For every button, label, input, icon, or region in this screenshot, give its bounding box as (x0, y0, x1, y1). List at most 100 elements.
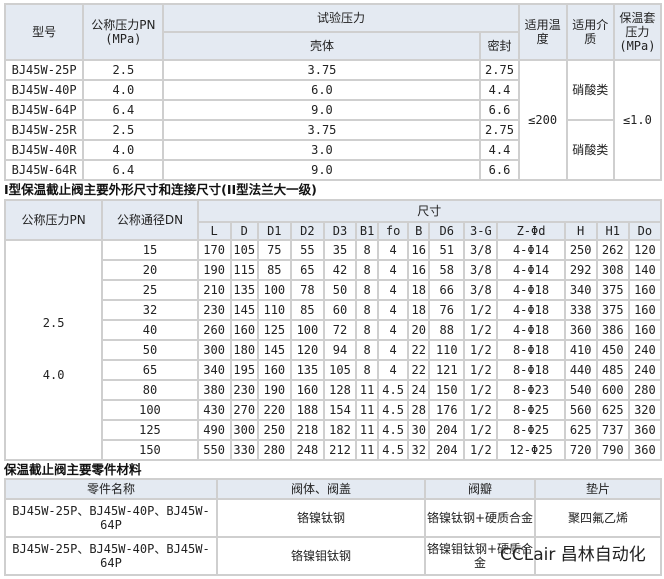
cell-b: 18 (409, 281, 429, 299)
materials-table: 零件名称 阀体、阀盖 阀瓣 垫片 BJ45W-25P、BJ45W-40P、BJ45W-6… (4, 478, 662, 576)
cell-d1: 145 (258, 341, 290, 359)
cell-part-name: BJ45W-25P、BJ45W-40P、BJ45W-64P (6, 538, 216, 574)
cell-fo: 4 (379, 301, 408, 319)
cell-shell: 3.0 (164, 141, 480, 159)
cell-d: 105 (231, 241, 257, 259)
cell-d3: 212 (324, 441, 356, 459)
cell-z-φd: 4-Φ18 (498, 321, 564, 339)
table-row: 100 430 270 220 188 154 11 4.5 28 176 1/2 8-Φ25 560 6… (6, 401, 660, 419)
cell-fo: 4.5 (379, 381, 408, 399)
cell-pn: 4.0 (84, 81, 163, 99)
header-jacket-label: 保温套压力 (619, 11, 656, 39)
cell-3-g: 1/2 (465, 421, 497, 439)
cell-d6: 204 (430, 421, 464, 439)
cell-d3: 154 (324, 401, 356, 419)
cell-do: 160 (629, 281, 660, 299)
cell-3-g: 3/8 (465, 261, 497, 279)
cell-dn: 50 (103, 341, 197, 359)
cell-disc-material: 铬镍钼钛钢+硬质合金 (426, 538, 534, 574)
watermark-logo: CCLair 昌林自动化 (500, 545, 646, 565)
cell-model: BJ45W-40R (6, 141, 83, 159)
cell-d3: 50 (324, 281, 356, 299)
table-row: 125 490 300 250 218 182 11 4.5 30 204 1/2 8-Φ25 625 7… (6, 421, 660, 439)
cell-l: 380 (198, 381, 230, 399)
pressure-table: 型号 公称压力PN (MPa) 试验压力 适用温度 适用介质 保温套压力 (MPa)… (4, 3, 662, 181)
cell-pn: 2.5 (84, 61, 163, 79)
cell-body-material: 铬镍钼钛钢 (218, 538, 424, 574)
cell-d3: 105 (324, 361, 356, 379)
cell-h: 560 (565, 401, 596, 419)
cell-d2: 65 (291, 261, 323, 279)
table-row: 40 260 160 125 100 72 8 4 20 88 1/2 4-Φ18 360 386 160 (6, 321, 660, 339)
cell-dn: 40 (103, 321, 197, 339)
cell-z-φd: 8-Φ25 (498, 401, 564, 419)
cell-b: 22 (409, 361, 429, 379)
cell-l: 550 (198, 441, 230, 459)
cell-d: 195 (231, 361, 257, 379)
cell-l: 300 (198, 341, 230, 359)
cell-h: 410 (565, 341, 596, 359)
header-col-d6: D6 (430, 223, 464, 239)
cell-disc-material: 铬镍钛钢+硬质合金 (426, 500, 534, 536)
cell-seal: 6.6 (481, 161, 518, 179)
header-col-z-φd: Z-Φd (498, 223, 564, 239)
cell-dn: 32 (103, 301, 197, 319)
header-col-do: Do (629, 223, 660, 239)
cell-dn: 20 (103, 261, 197, 279)
cell-b1: 8 (357, 281, 378, 299)
cell-model: BJ45W-25P (6, 61, 83, 79)
cell-b: 18 (409, 301, 429, 319)
cell-temp: ≤200 (519, 61, 566, 179)
cell-seal: 4.4 (481, 141, 518, 159)
header-col-l: L (198, 223, 230, 239)
header-model: 型号 (6, 5, 83, 59)
cell-d: 330 (231, 441, 257, 459)
cell-jacket: ≤1.0 (614, 61, 660, 179)
cell-d2: 248 (291, 441, 323, 459)
cell-d1: 220 (258, 401, 290, 419)
cell-h1: 485 (597, 361, 628, 379)
cell-d: 160 (231, 321, 257, 339)
cell-b: 16 (409, 261, 429, 279)
cell-d1: 190 (258, 381, 290, 399)
cell-l: 260 (198, 321, 230, 339)
cell-fo: 4 (379, 321, 408, 339)
cell-z-φd: 8-Φ25 (498, 421, 564, 439)
cell-d3: 60 (324, 301, 356, 319)
cell-z-φd: 4-Φ14 (498, 241, 564, 259)
cell-b1: 8 (357, 261, 378, 279)
cell-3-g: 1/2 (465, 321, 497, 339)
cell-d2: 218 (291, 421, 323, 439)
cell-d1: 125 (258, 321, 290, 339)
cell-h1: 386 (597, 321, 628, 339)
cell-h1: 625 (597, 401, 628, 419)
cell-3-g: 1/2 (465, 401, 497, 419)
table-row: 2.5 4.0 15 170 105 75 55 35 8 4 16 51 3/8 4-Φ14 250 262… (6, 241, 660, 459)
cell-do: 320 (629, 401, 660, 419)
cell-d2: 135 (291, 361, 323, 379)
table-row: BJ45W-25R 2.5 3.75 2.75 硝酸类 (6, 121, 660, 179)
header-col-b: B (409, 223, 429, 239)
cell-dn: 15 (103, 241, 197, 259)
cell-dn: 150 (103, 441, 197, 459)
header-col-fo: fo (379, 223, 408, 239)
cell-d2: 85 (291, 301, 323, 319)
cell-3-g: 1/2 (465, 341, 497, 359)
cell-l: 340 (198, 361, 230, 379)
header-jacket: 保温套压力 (MPa) (614, 5, 660, 59)
cell-z-φd: 8-Φ18 (498, 361, 564, 379)
cell-z-φd: 4-Φ18 (498, 281, 564, 299)
cell-l: 170 (198, 241, 230, 259)
cell-h: 292 (565, 261, 596, 279)
cell-b1: 8 (357, 361, 378, 379)
cell-part-name: BJ45W-25P、BJ45W-40P、BJ45W-64P (6, 500, 216, 536)
pn-value: 4.0 (42, 368, 65, 382)
cell-d1: 280 (258, 441, 290, 459)
cell-h: 720 (565, 441, 596, 459)
header-col-0: 零件名称 (6, 480, 216, 498)
header-col-3-g: 3-G (465, 223, 497, 239)
table-row: BJ45W-40P 4.0 6.0 4.4 (6, 81, 660, 99)
materials-title: 保温截止阀主要零件材料 (4, 462, 142, 477)
cell-b: 32 (409, 441, 429, 459)
cell-d: 270 (231, 401, 257, 419)
